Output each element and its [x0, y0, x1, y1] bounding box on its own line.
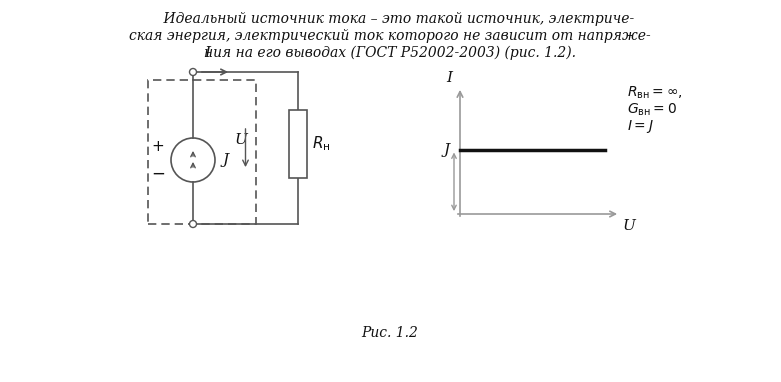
Text: $R_{\mathrm{вн}} = \infty,$: $R_{\mathrm{вн}} = \infty,$ [627, 85, 683, 101]
Text: U: U [234, 133, 247, 147]
Text: ская энергия, электрический ток которого не зависит от напряже-: ская энергия, электрический ток которого… [129, 29, 651, 43]
Text: Идеальный источник тока – это такой источник, электриче-: Идеальный источник тока – это такой исто… [146, 12, 634, 26]
Text: $I = J$: $I = J$ [627, 118, 654, 135]
Text: J: J [444, 142, 450, 157]
Text: ния на его выводах (ГОСТ Р52002-2003) (рис. 1.2).: ния на его выводах (ГОСТ Р52002-2003) (р… [204, 46, 576, 60]
Text: Рис. 1.2: Рис. 1.2 [362, 326, 419, 340]
Circle shape [190, 68, 197, 76]
Text: −: − [151, 165, 165, 183]
Text: U: U [623, 219, 636, 233]
Text: I: I [446, 71, 452, 85]
Circle shape [190, 220, 197, 228]
Text: J: J [223, 153, 229, 167]
Text: $R_\mathrm{н}$: $R_\mathrm{н}$ [312, 134, 330, 153]
Bar [289, 110, 307, 178]
Text: I: I [204, 46, 210, 60]
Text: +: + [152, 139, 164, 154]
Text: $G_{\mathrm{вн}} = 0$: $G_{\mathrm{вн}} = 0$ [627, 102, 677, 118]
